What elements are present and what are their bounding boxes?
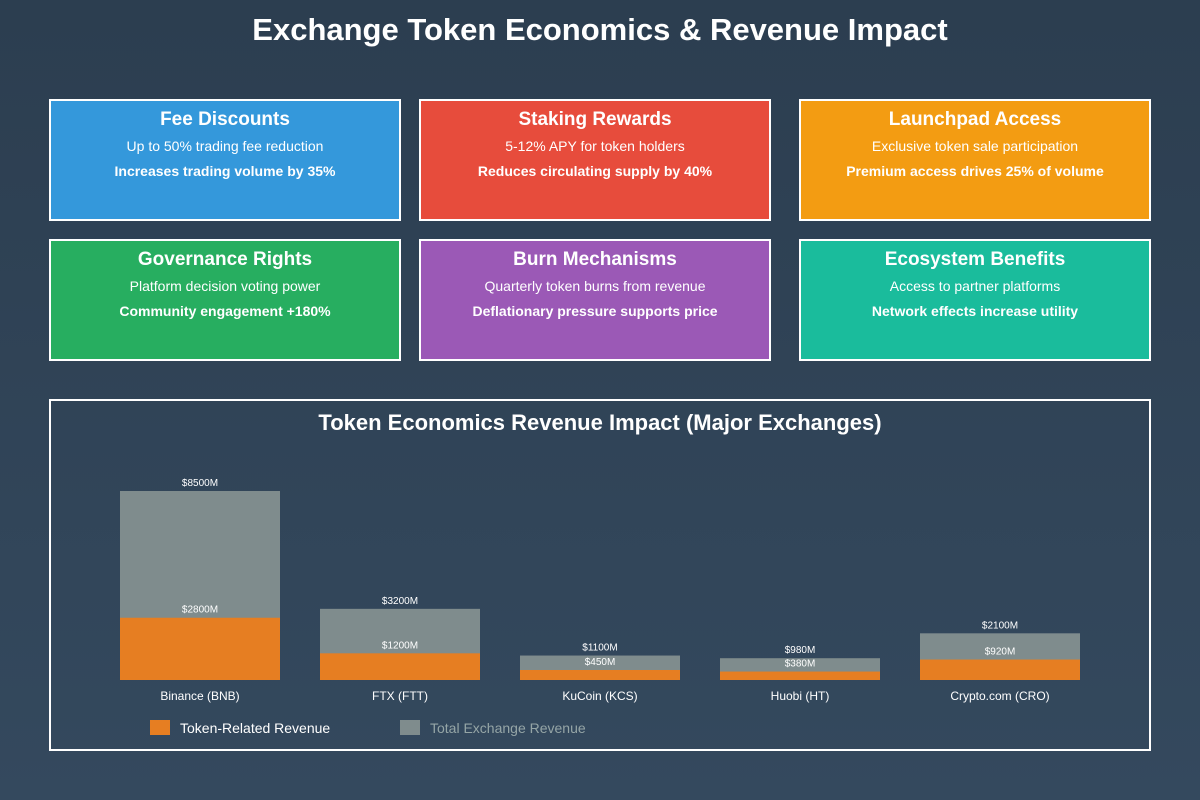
card-title: Burn Mechanisms xyxy=(513,249,677,270)
data-label-total-revenue: $8500M xyxy=(182,478,218,489)
card-impact: Premium access drives 25% of volume xyxy=(846,163,1104,179)
data-label-token-revenue: $920M xyxy=(985,647,1016,658)
x-tick-label: KuCoin (KCS) xyxy=(562,689,637,703)
x-tick-label: Crypto.com (CRO) xyxy=(950,689,1049,703)
card-impact: Community engagement +180% xyxy=(119,303,331,319)
card-impact: Increases trading volume by 35% xyxy=(114,163,336,179)
data-label-total-revenue: $2100M xyxy=(982,620,1018,631)
card-staking-rewards: Staking Rewards 5-12% APY for token hold… xyxy=(419,99,771,221)
legend-swatch-total-revenue xyxy=(400,720,420,735)
card-launchpad-access: Launchpad Access Exclusive token sale pa… xyxy=(799,99,1151,221)
legend-label-total-revenue: Total Exchange Revenue xyxy=(430,720,586,736)
data-label-total-revenue: $1100M xyxy=(582,643,617,654)
revenue-chart-panel: Token Economics Revenue Impact (Major Ex… xyxy=(49,399,1151,751)
card-description: Exclusive token sale participation xyxy=(871,138,1079,154)
bar-token-revenue xyxy=(120,617,280,680)
card-burn-mechanisms: Burn Mechanisms Quarterly token burns fr… xyxy=(419,239,771,361)
bar-token-revenue xyxy=(720,671,880,680)
card-governance-rights: Governance Rights Platform decision voti… xyxy=(49,239,401,361)
card-title: Launchpad Access xyxy=(888,109,1062,130)
legend-label-token-revenue: Token-Related Revenue xyxy=(180,720,331,736)
page-title: Exchange Token Economics & Revenue Impac… xyxy=(252,12,948,47)
data-label-total-revenue: $3200M xyxy=(382,596,418,607)
card-impact: Deflationary pressure supports price xyxy=(472,303,718,319)
card-description: Quarterly token burns from revenue xyxy=(484,278,706,294)
bar-token-revenue xyxy=(320,653,480,680)
bar-token-revenue xyxy=(920,659,1080,680)
x-tick-label: FTX (FTT) xyxy=(372,689,428,703)
chart-title: Token Economics Revenue Impact (Major Ex… xyxy=(318,410,882,435)
card-description: Platform decision voting power xyxy=(129,278,321,294)
data-label-total-revenue: $980M xyxy=(785,645,816,656)
revenue-bar-chart: $8500M $2800M Binance (BNB) $3200M $1200M FTX… xyxy=(120,478,1080,703)
data-label-token-revenue: $2800M xyxy=(182,605,218,616)
card-impact: Reduces circulating supply by 40% xyxy=(477,163,713,179)
data-label-token-revenue: $450M xyxy=(585,657,616,668)
card-title: Ecosystem Benefits xyxy=(884,249,1066,270)
bar-token-revenue xyxy=(520,669,680,680)
data-label-token-revenue: $380M xyxy=(785,659,816,670)
x-tick-label: Huobi (HT) xyxy=(771,689,830,703)
legend-swatch-token-revenue xyxy=(150,720,170,735)
card-title: Governance Rights xyxy=(137,249,313,270)
x-tick-label: Binance (BNB) xyxy=(160,689,239,703)
card-impact: Network effects increase utility xyxy=(871,303,1079,319)
card-title: Staking Rewards xyxy=(518,109,672,130)
card-ecosystem-benefits: Ecosystem Benefits Access to partner pla… xyxy=(799,239,1151,361)
card-description: Up to 50% trading fee reduction xyxy=(126,138,324,154)
data-label-token-revenue: $1200M xyxy=(382,640,418,651)
card-description: Access to partner platforms xyxy=(889,278,1061,294)
card-description: 5-12% APY for token holders xyxy=(505,138,685,154)
card-fee-discounts: Fee Discounts Up to 50% trading fee redu… xyxy=(49,99,401,221)
card-title: Fee Discounts xyxy=(160,109,290,130)
